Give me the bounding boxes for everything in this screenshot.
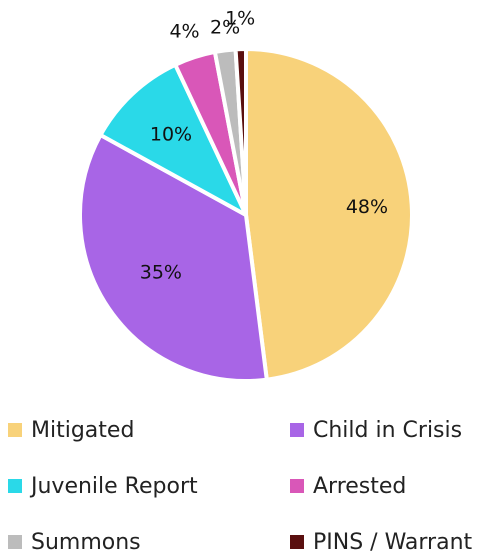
pie-slice-juvenile-report — [98, 62, 248, 217]
pie-chart: 48% 35% 10% 4% 2%1% — [78, 8, 414, 383]
legend-swatch — [8, 479, 22, 493]
slice-label: 1% — [225, 8, 255, 30]
pie-slice-mitigated — [244, 47, 414, 382]
legend-item: Arrested — [290, 468, 488, 504]
legend-label: Child in Crisis — [313, 417, 463, 443]
legend-label: Juvenile Report — [31, 473, 198, 499]
legend-label: Summons — [31, 529, 141, 555]
legend-item: Juvenile Report — [8, 468, 290, 504]
legend-item: Child in Crisis — [290, 412, 488, 448]
legend-swatch — [290, 423, 304, 437]
slice-label: 48% — [346, 196, 388, 218]
legend-item: PINS / Warrant — [290, 524, 488, 560]
slice-labels: 48% 35% 10% 4% 2%1% — [140, 8, 388, 284]
legend-swatch — [8, 423, 22, 437]
legend-swatch — [8, 535, 22, 549]
legend-label: PINS / Warrant — [313, 529, 473, 555]
slice-label: 2% — [210, 16, 240, 38]
legend-item: Mitigated — [8, 412, 290, 448]
pie-slice-child-in-crisis — [78, 133, 269, 383]
pie-slices — [78, 47, 414, 383]
legend-label: Mitigated — [31, 417, 135, 443]
legend-swatch — [290, 535, 304, 549]
legend-item: Summons — [8, 524, 290, 560]
slice-label: 35% — [140, 261, 182, 283]
legend-swatch — [290, 479, 304, 493]
legend: Mitigated Child in Crisis Juvenile Report A… — [8, 412, 488, 560]
slice-label: 4% — [169, 21, 199, 43]
legend-label: Arrested — [313, 473, 407, 499]
slice-label: 10% — [150, 124, 192, 146]
pie-slice-pins-warrant — [233, 47, 248, 217]
